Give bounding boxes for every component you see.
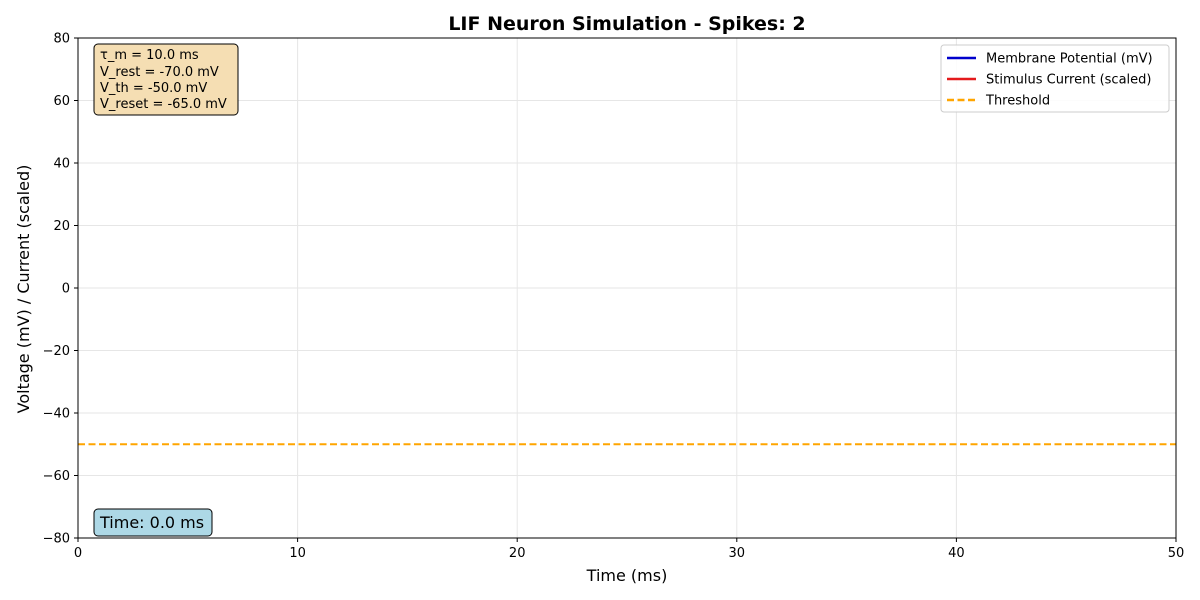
params-box-background	[93, 43, 239, 116]
legend-frame	[940, 44, 1170, 113]
legend-label-2: Threshold	[985, 94, 1050, 109]
x-tick-label: 0	[74, 546, 82, 561]
params-box: τ_m = 10.0 ms V_rest = -70.0 mV V_th = -…	[93, 43, 239, 116]
y-tick-label: −40	[43, 407, 70, 422]
y-axis-ticks: −80 −60 −40 −20 0 20 40 60 80	[43, 32, 78, 547]
y-tick-label: 80	[53, 32, 70, 47]
x-axis-ticks: 0 10 20 30 40 50	[74, 538, 1184, 561]
x-axis-label: Time (ms)	[586, 566, 668, 585]
param-v-reset: V_reset = -65.0 mV	[100, 97, 227, 112]
x-tick-label: 30	[729, 546, 746, 561]
y-tick-label: 40	[53, 157, 70, 172]
y-tick-label: 20	[53, 219, 70, 234]
param-v-th: V_th = -50.0 mV	[100, 81, 207, 96]
y-axis-label: Voltage (mV) / Current (scaled)	[14, 165, 33, 414]
time-box: Time: 0.0 ms	[93, 508, 213, 537]
chart-title: LIF Neuron Simulation - Spikes: 2	[448, 13, 805, 35]
y-tick-label: 60	[53, 94, 70, 109]
time-label: Time: 0.0 ms	[99, 513, 204, 532]
time-box-background	[93, 508, 213, 537]
y-tick-label: 0	[62, 282, 70, 297]
x-tick-label: 40	[948, 546, 965, 561]
param-tau: τ_m = 10.0 ms	[100, 48, 199, 63]
x-tick-label: 10	[289, 546, 306, 561]
param-v-rest: V_rest = -70.0 mV	[100, 65, 219, 80]
y-tick-label: −60	[43, 469, 70, 484]
legend-label-0: Membrane Potential (mV)	[986, 52, 1153, 67]
x-tick-label: 50	[1168, 546, 1185, 561]
legend: Membrane Potential (mV) Stimulus Current …	[940, 44, 1170, 113]
legend-label-1: Stimulus Current (scaled)	[986, 73, 1151, 88]
y-tick-label: −20	[43, 344, 70, 359]
x-tick-label: 20	[509, 546, 526, 561]
y-tick-label: −80	[43, 532, 70, 547]
